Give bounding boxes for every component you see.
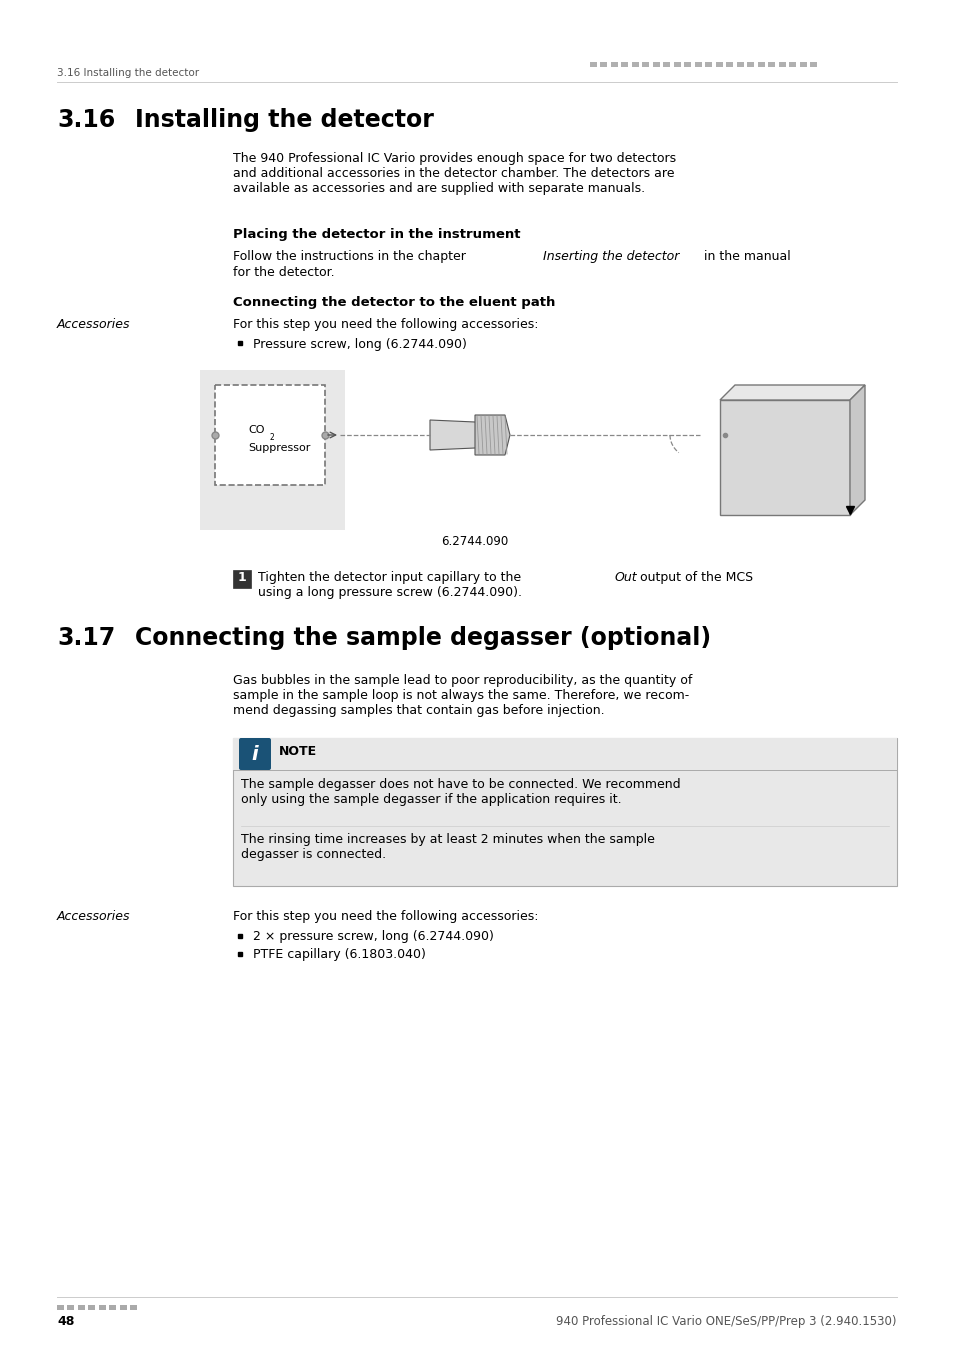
Bar — [779, 62, 785, 68]
Bar — [720, 400, 849, 514]
Bar — [737, 62, 743, 68]
Text: 48: 48 — [57, 1315, 74, 1328]
Bar — [589, 62, 597, 68]
Bar — [233, 738, 896, 769]
Text: 940 Professional IC Vario ONE/SeS/PP/Prep 3 (2.940.1530): 940 Professional IC Vario ONE/SeS/PP/Pre… — [556, 1315, 896, 1328]
Bar — [631, 62, 639, 68]
Text: Gas bubbles in the sample lead to poor reproducibility, as the quantity of
sampl: Gas bubbles in the sample lead to poor r… — [233, 674, 692, 717]
Text: The 940 Professional IC Vario provides enough space for two detectors
and additi: The 940 Professional IC Vario provides e… — [233, 153, 676, 194]
Bar — [695, 62, 701, 68]
Bar — [120, 1305, 127, 1310]
Polygon shape — [720, 385, 864, 400]
Bar — [620, 62, 628, 68]
Text: Accessories: Accessories — [57, 910, 131, 923]
Bar — [599, 62, 607, 68]
Text: output of the MCS: output of the MCS — [636, 571, 752, 585]
Bar — [641, 62, 649, 68]
Bar — [716, 62, 722, 68]
Text: For this step you need the following accessories:: For this step you need the following acc… — [233, 319, 537, 331]
Polygon shape — [475, 414, 510, 455]
Text: Tighten the detector input capillary to the: Tighten the detector input capillary to … — [257, 571, 524, 585]
Text: 3.16 Installing the detector: 3.16 Installing the detector — [57, 68, 199, 78]
Bar — [68, 1305, 74, 1310]
Text: Connecting the detector to the eluent path: Connecting the detector to the eluent pa… — [233, 296, 555, 309]
Bar — [233, 738, 896, 886]
Text: Pressure screw, long (6.2744.090): Pressure screw, long (6.2744.090) — [253, 338, 466, 351]
Text: NOTE: NOTE — [278, 745, 316, 757]
Text: Installing the detector: Installing the detector — [135, 108, 434, 132]
Text: for the detector.: for the detector. — [233, 266, 335, 279]
Bar — [57, 1305, 64, 1310]
Bar — [78, 1305, 85, 1310]
Bar — [705, 62, 712, 68]
Text: Accessories: Accessories — [57, 319, 131, 331]
Text: Follow the instructions in the chapter: Follow the instructions in the chapter — [233, 250, 470, 263]
Bar — [610, 62, 618, 68]
Bar — [768, 62, 775, 68]
FancyBboxPatch shape — [239, 738, 271, 769]
Text: Out: Out — [615, 571, 637, 585]
Text: i: i — [252, 744, 258, 764]
Text: For this step you need the following accessories:: For this step you need the following acc… — [233, 910, 537, 923]
Bar — [673, 62, 680, 68]
Text: The sample degasser does not have to be connected. We recommend
only using the s: The sample degasser does not have to be … — [241, 778, 679, 806]
Text: 6.2744.090: 6.2744.090 — [441, 535, 508, 548]
Text: Connecting the sample degasser (optional): Connecting the sample degasser (optional… — [135, 626, 710, 649]
Bar — [662, 62, 670, 68]
Text: Placing the detector in the instrument: Placing the detector in the instrument — [233, 228, 520, 242]
Bar — [800, 62, 806, 68]
Bar — [99, 1305, 106, 1310]
Polygon shape — [849, 385, 864, 514]
Polygon shape — [430, 420, 490, 450]
Text: Inserting the detector: Inserting the detector — [542, 250, 679, 263]
Bar — [200, 370, 345, 531]
Bar — [233, 570, 251, 589]
Text: in the manual: in the manual — [700, 250, 790, 263]
Bar — [110, 1305, 116, 1310]
Bar — [652, 62, 659, 68]
Bar — [684, 62, 691, 68]
Text: 3.17: 3.17 — [57, 626, 115, 649]
FancyBboxPatch shape — [214, 385, 325, 485]
Bar — [789, 62, 796, 68]
Text: 2 × pressure screw, long (6.2744.090): 2 × pressure screw, long (6.2744.090) — [253, 930, 494, 944]
Text: 3.16: 3.16 — [57, 108, 115, 132]
Bar — [131, 1305, 137, 1310]
Text: 1: 1 — [237, 571, 246, 585]
Text: PTFE capillary (6.1803.040): PTFE capillary (6.1803.040) — [253, 948, 425, 961]
Bar — [810, 62, 817, 68]
Bar — [747, 62, 754, 68]
Text: CO: CO — [248, 425, 264, 435]
Bar — [89, 1305, 95, 1310]
Text: Suppressor: Suppressor — [248, 443, 310, 454]
Text: The rinsing time increases by at least 2 minutes when the sample
degasser is con: The rinsing time increases by at least 2… — [241, 833, 654, 861]
Bar — [758, 62, 764, 68]
Text: 2: 2 — [270, 433, 274, 441]
Bar — [726, 62, 733, 68]
Text: using a long pressure screw (6.2744.090).: using a long pressure screw (6.2744.090)… — [257, 586, 521, 599]
